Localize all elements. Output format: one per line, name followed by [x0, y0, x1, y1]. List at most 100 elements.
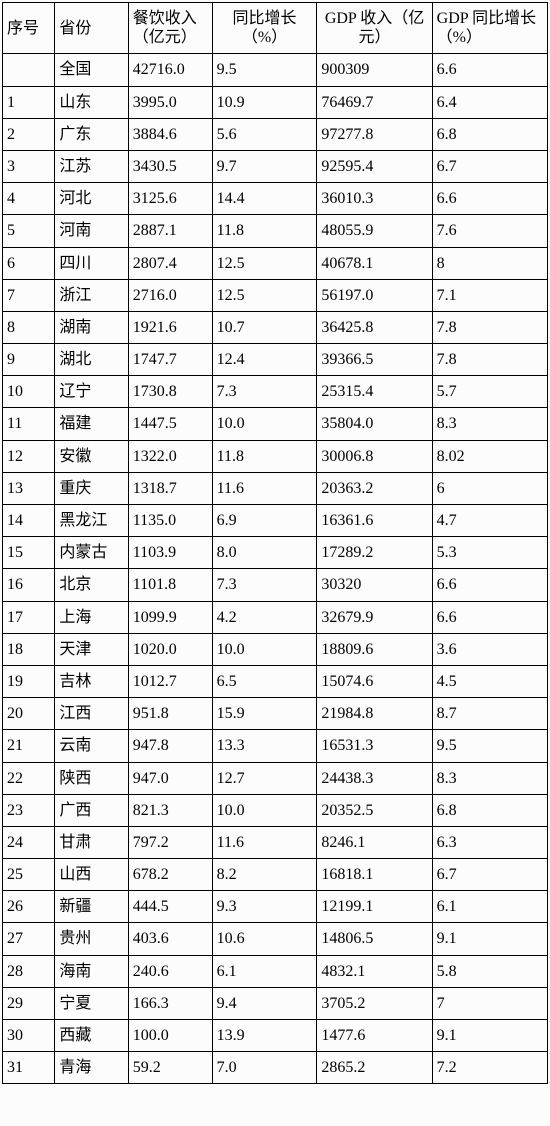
cell-revenue: 2716.0	[128, 279, 212, 311]
cell-gdp: 14806.5	[317, 923, 432, 955]
cell-revenue: 821.3	[128, 794, 212, 826]
cell-index: 2	[3, 118, 55, 150]
cell-gdp-growth: 6.4	[432, 86, 547, 118]
cell-revenue: 1099.9	[128, 601, 212, 633]
table-row: 9湖北1747.712.439366.57.8	[3, 344, 548, 376]
cell-index: 21	[3, 730, 55, 762]
cell-gdp-growth: 4.5	[432, 665, 547, 697]
cell-index: 19	[3, 665, 55, 697]
cell-revenue: 678.2	[128, 859, 212, 891]
cell-revenue: 1322.0	[128, 440, 212, 472]
cell-revenue: 951.8	[128, 698, 212, 730]
cell-gdp: 25315.4	[317, 376, 432, 408]
cell-province: 海南	[55, 955, 128, 987]
cell-province: 青海	[55, 1052, 128, 1084]
cell-gdp-growth: 7.8	[432, 344, 547, 376]
cell-gdp: 56197.0	[317, 279, 432, 311]
cell-index: 15	[3, 537, 55, 569]
cell-growth: 6.1	[212, 955, 317, 987]
cell-revenue: 947.8	[128, 730, 212, 762]
table-row: 27贵州403.610.614806.59.1	[3, 923, 548, 955]
cell-revenue: 166.3	[128, 987, 212, 1019]
cell-revenue: 1135.0	[128, 505, 212, 537]
cell-index: 1	[3, 86, 55, 118]
cell-gdp-growth: 8	[432, 247, 547, 279]
table-row: 31青海59.27.02865.27.2	[3, 1052, 548, 1084]
table-row: 16北京1101.87.3303206.6	[3, 569, 548, 601]
cell-revenue: 1101.8	[128, 569, 212, 601]
cell-revenue: 1447.5	[128, 408, 212, 440]
cell-growth: 8.2	[212, 859, 317, 891]
cell-growth: 12.4	[212, 344, 317, 376]
cell-province: 浙江	[55, 279, 128, 311]
col-header-province: 省份	[55, 3, 128, 54]
cell-gdp-growth: 8.02	[432, 440, 547, 472]
cell-province: 北京	[55, 569, 128, 601]
cell-gdp: 30320	[317, 569, 432, 601]
cell-gdp-growth: 7	[432, 987, 547, 1019]
table-row: 19吉林1012.76.515074.64.5	[3, 665, 548, 697]
cell-gdp: 15074.6	[317, 665, 432, 697]
cell-gdp-growth: 6.7	[432, 150, 547, 182]
cell-index: 18	[3, 633, 55, 665]
cell-index: 11	[3, 408, 55, 440]
table-row: 13重庆1318.711.620363.26	[3, 472, 548, 504]
cell-index: 26	[3, 891, 55, 923]
cell-gdp-growth: 8.7	[432, 698, 547, 730]
table-header: 序号 省份 餐饮收入（亿元） 同比增长（%） GDP 收入（亿元） GDP 同比…	[3, 3, 548, 54]
cell-gdp: 39366.5	[317, 344, 432, 376]
cell-province: 天津	[55, 633, 128, 665]
cell-growth: 11.8	[212, 215, 317, 247]
cell-growth: 7.0	[212, 1052, 317, 1084]
cell-gdp: 900309	[317, 54, 432, 86]
table-row: 24甘肃797.211.68246.16.3	[3, 826, 548, 858]
cell-index: 25	[3, 859, 55, 891]
cell-growth: 9.5	[212, 54, 317, 86]
cell-growth: 11.8	[212, 440, 317, 472]
cell-province: 广西	[55, 794, 128, 826]
cell-gdp-growth: 9.5	[432, 730, 547, 762]
cell-growth: 8.0	[212, 537, 317, 569]
cell-index: 3	[3, 150, 55, 182]
cell-gdp: 48055.9	[317, 215, 432, 247]
cell-revenue: 947.0	[128, 762, 212, 794]
cell-growth: 9.4	[212, 987, 317, 1019]
table-row: 28海南240.66.14832.15.8	[3, 955, 548, 987]
cell-index: 12	[3, 440, 55, 472]
cell-gdp: 1477.6	[317, 1020, 432, 1052]
cell-growth: 12.5	[212, 247, 317, 279]
cell-province: 全国	[55, 54, 128, 86]
cell-gdp: 2865.2	[317, 1052, 432, 1084]
cell-revenue: 1730.8	[128, 376, 212, 408]
cell-growth: 10.0	[212, 408, 317, 440]
cell-gdp-growth: 7.6	[432, 215, 547, 247]
cell-growth: 13.9	[212, 1020, 317, 1052]
cell-province: 黑龙江	[55, 505, 128, 537]
table-row: 23广西821.310.020352.56.8	[3, 794, 548, 826]
table-row: 4河北3125.614.436010.36.6	[3, 183, 548, 215]
cell-growth: 11.6	[212, 472, 317, 504]
cell-growth: 6.5	[212, 665, 317, 697]
cell-gdp-growth: 6.8	[432, 118, 547, 150]
cell-growth: 4.2	[212, 601, 317, 633]
cell-province: 安徽	[55, 440, 128, 472]
cell-index: 8	[3, 311, 55, 343]
table-row: 20江西951.815.921984.88.7	[3, 698, 548, 730]
cell-revenue: 797.2	[128, 826, 212, 858]
cell-revenue: 3430.5	[128, 150, 212, 182]
table-row: 21云南947.813.316531.39.5	[3, 730, 548, 762]
cell-province: 山东	[55, 86, 128, 118]
table-row: 11福建1447.510.035804.08.3	[3, 408, 548, 440]
cell-growth: 6.9	[212, 505, 317, 537]
cell-gdp: 24438.3	[317, 762, 432, 794]
cell-gdp: 18809.6	[317, 633, 432, 665]
cell-growth: 7.3	[212, 376, 317, 408]
cell-gdp-growth: 8.3	[432, 408, 547, 440]
cell-revenue: 2807.4	[128, 247, 212, 279]
cell-gdp: 8246.1	[317, 826, 432, 858]
table-row: 6四川2807.412.540678.18	[3, 247, 548, 279]
cell-growth: 15.9	[212, 698, 317, 730]
cell-province: 新疆	[55, 891, 128, 923]
cell-index: 24	[3, 826, 55, 858]
cell-province: 湖南	[55, 311, 128, 343]
